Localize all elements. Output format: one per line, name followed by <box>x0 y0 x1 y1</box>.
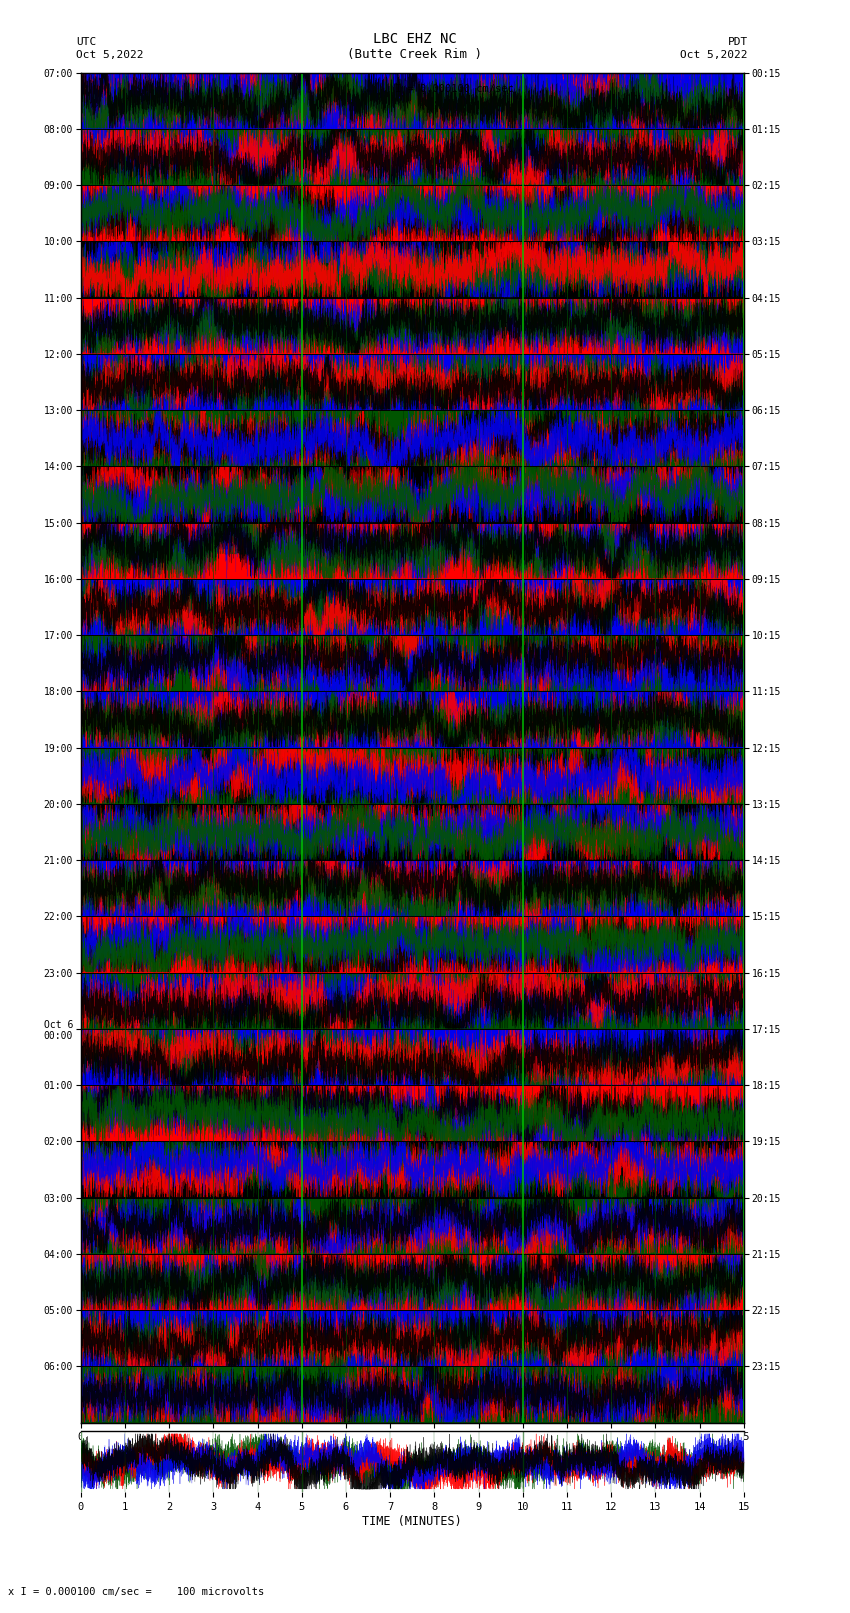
X-axis label: TIME (MINUTES): TIME (MINUTES) <box>362 1515 462 1528</box>
Text: PDT: PDT <box>728 37 748 47</box>
Text: Oct 5,2022: Oct 5,2022 <box>681 50 748 60</box>
Text: (Butte Creek Rim ): (Butte Creek Rim ) <box>348 48 482 61</box>
Text: I = 0.000100 cm/sec: I = 0.000100 cm/sec <box>395 84 514 94</box>
Text: Oct 5,2022: Oct 5,2022 <box>76 50 144 60</box>
Text: x I = 0.000100 cm/sec =    100 microvolts: x I = 0.000100 cm/sec = 100 microvolts <box>8 1587 264 1597</box>
Text: UTC: UTC <box>76 37 97 47</box>
Text: LBC EHZ NC: LBC EHZ NC <box>373 32 456 45</box>
